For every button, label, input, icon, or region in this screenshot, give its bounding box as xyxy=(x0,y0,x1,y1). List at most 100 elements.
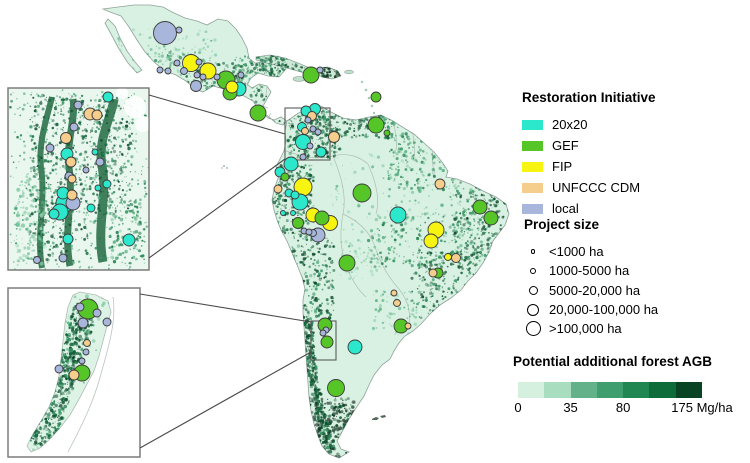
project-point-local xyxy=(180,67,188,75)
connector-line xyxy=(148,158,286,259)
falkland-islands xyxy=(372,415,386,420)
project-point-unfccc-cdm xyxy=(404,322,412,330)
project-size-title: Project size xyxy=(524,217,600,232)
agb-colorbar-title: Potential additional forest AGB xyxy=(513,354,713,369)
colorbar-segment xyxy=(675,382,702,398)
connector-line xyxy=(139,351,312,449)
project-point-local xyxy=(58,253,68,263)
size-circle-icon xyxy=(524,285,542,295)
project-point-local xyxy=(306,142,314,150)
project-point-unfccc-cdm xyxy=(451,253,461,263)
chile-inset-project-points xyxy=(54,298,112,382)
agb-colorbar-ticks: 0 35 80 175 Mg/ha xyxy=(514,400,732,416)
project-point-unfccc-cdm xyxy=(66,189,78,201)
colorbar-tick-0: 0 xyxy=(514,400,522,415)
legend-item-label: local xyxy=(552,201,579,216)
project-point-unfccc-cdm xyxy=(65,156,77,168)
project-point-local xyxy=(309,125,317,133)
project-point-gef xyxy=(472,199,488,215)
size-item-label: 5000-20,000 ha xyxy=(549,282,641,298)
project-point-20x20 xyxy=(94,184,102,192)
legend-item-label: GEF xyxy=(552,138,579,153)
project-point-local xyxy=(82,166,90,174)
project-point-gef xyxy=(370,91,382,103)
project-point-20x20 xyxy=(280,210,286,216)
agb-colorbar xyxy=(518,382,702,398)
size-item-label: 1000-5000 ha xyxy=(549,263,630,279)
puerto-rico-island xyxy=(344,69,354,75)
size-item-label: 20,000-100,000 ha xyxy=(549,302,659,318)
project-point-local xyxy=(45,143,55,153)
project-point-local xyxy=(69,122,79,132)
legend-item-label: FIP xyxy=(552,159,573,174)
project-point-local xyxy=(33,256,41,264)
chile-inset xyxy=(7,287,141,458)
colorbar-segment xyxy=(623,382,650,398)
size-item-label: >100,000 ha xyxy=(549,321,622,337)
project-point-gef xyxy=(383,129,391,137)
project-point-unfccc-cdm xyxy=(68,369,80,381)
project-point-20x20 xyxy=(290,210,296,216)
project-point-local xyxy=(237,71,245,79)
project-point-unfccc-cdm xyxy=(91,109,103,121)
size-circle-icon xyxy=(524,267,542,275)
size-item--100-000-ha: >100,000 ha xyxy=(524,319,658,338)
local-swatch xyxy=(522,203,543,214)
project-point-local xyxy=(78,357,86,365)
project-size-legend: Project size <1000 ha 1000-5000 ha 5000-20… xyxy=(524,217,658,338)
legend-item-unfccc-cdm: UNFCCC CDM xyxy=(522,177,656,198)
colorbar-segment xyxy=(544,382,571,398)
colombia-inset xyxy=(7,87,150,271)
project-point-20x20 xyxy=(102,179,112,189)
project-point-fip xyxy=(423,233,439,249)
project-point-local xyxy=(299,153,307,161)
project-point-local xyxy=(77,317,89,329)
project-point-local xyxy=(319,329,327,337)
size-item--1000-ha: <1000 ha xyxy=(524,242,658,261)
project-point-local xyxy=(54,364,64,374)
project-point-20x20 xyxy=(102,91,114,103)
galapagos-islands xyxy=(221,165,228,169)
project-point-20x20 xyxy=(48,208,60,220)
project-point-local xyxy=(190,80,202,92)
project-point-gef xyxy=(292,217,304,229)
size-circle-icon xyxy=(524,321,542,337)
project-point-gef xyxy=(338,254,356,272)
legend-item-20x20: 20x20 xyxy=(522,114,656,135)
project-point-local xyxy=(305,228,313,236)
project-point-unfccc-cdm xyxy=(393,299,401,307)
project-point-unfccc-cdm xyxy=(83,339,91,347)
project-point-20x20 xyxy=(62,233,74,245)
project-point-gef xyxy=(320,335,334,349)
project-point-local xyxy=(173,59,181,67)
20x20-swatch xyxy=(522,119,543,130)
project-point-local xyxy=(213,73,221,81)
legend-item-gef: GEF xyxy=(522,135,656,156)
inset-connector-lines xyxy=(139,94,312,449)
project-point-local xyxy=(304,116,312,124)
project-point-unfccc-cdm xyxy=(434,178,446,190)
size-item-label: <1000 ha xyxy=(549,244,604,260)
project-point-20x20 xyxy=(347,339,363,355)
project-point-20x20 xyxy=(290,190,300,200)
colorbar-segment xyxy=(570,382,597,398)
no-data-patches xyxy=(116,88,149,132)
project-point-gef xyxy=(302,66,320,84)
project-size-items: <1000 ha 1000-5000 ha 5000-20,000 ha 20,000… xyxy=(524,242,658,338)
project-point-gef xyxy=(327,379,345,397)
project-point-20x20 xyxy=(122,233,136,247)
project-point-local xyxy=(314,128,322,136)
gef-swatch xyxy=(522,140,543,151)
restoration-initiative-title: Restoration Initiative xyxy=(522,90,656,105)
project-point-gef xyxy=(483,210,499,226)
project-point-unfccc-cdm xyxy=(328,131,340,143)
project-point-local xyxy=(92,308,102,318)
colorbar-tick-80: 80 xyxy=(615,400,631,415)
project-point-local xyxy=(164,67,172,75)
project-points-layer xyxy=(153,21,499,397)
colorbar-segment xyxy=(518,382,545,398)
project-point-local xyxy=(95,157,105,167)
project-point-gef xyxy=(367,116,385,134)
restoration-initiative-legend: Restoration Initiative 20x20 GEF FIP UNFCCC… xyxy=(522,90,656,219)
